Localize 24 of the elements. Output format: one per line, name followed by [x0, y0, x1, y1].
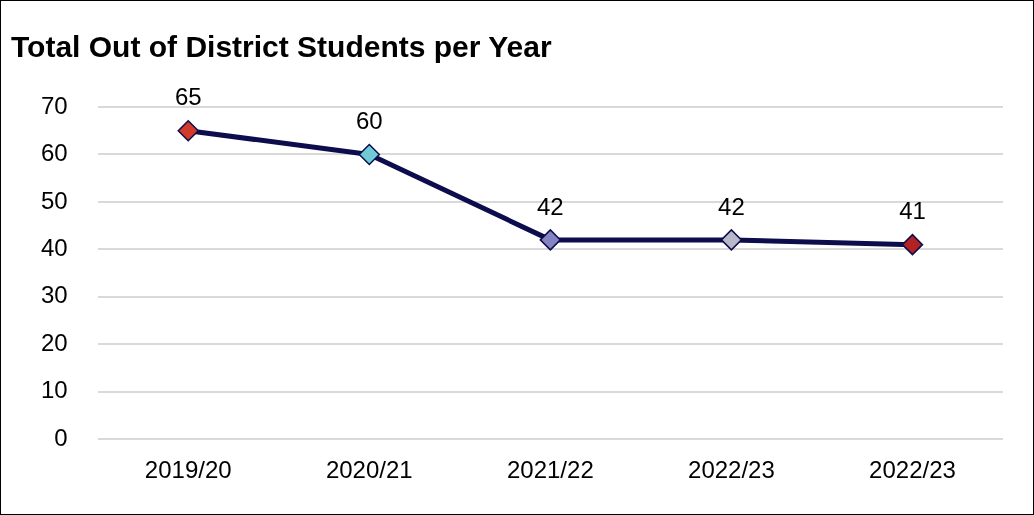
point: [539, 229, 562, 251]
y-tick-label: 10: [40, 376, 68, 404]
y-tick-label: 30: [40, 281, 68, 309]
point: [177, 119, 199, 142]
x-tick-label: 2020/21: [325, 456, 413, 484]
data-label: 42: [718, 192, 745, 220]
chart-title: Total Out of District Students per Year: [11, 30, 552, 64]
x-tick-label: 2022/23: [688, 456, 775, 484]
x-tick-label: 2019/20: [144, 456, 232, 484]
y-tick-label: 40: [40, 234, 68, 261]
data-label: 65: [174, 83, 202, 111]
y-tick-label: 50: [40, 186, 68, 214]
x-tick-label: 2022/23: [869, 456, 956, 484]
x-tick-label: 2021/22: [506, 456, 594, 484]
data-label: 60: [355, 107, 383, 135]
data-label: 42: [537, 192, 564, 220]
point: [358, 143, 381, 166]
y-tick-label: 70: [40, 91, 68, 119]
y-tick-label: 0: [54, 423, 68, 451]
y-tick-label: 60: [40, 139, 68, 167]
point: [901, 233, 924, 256]
point: [720, 229, 743, 251]
y-tick-label: 20: [40, 328, 68, 356]
data-label: 41: [899, 197, 926, 225]
